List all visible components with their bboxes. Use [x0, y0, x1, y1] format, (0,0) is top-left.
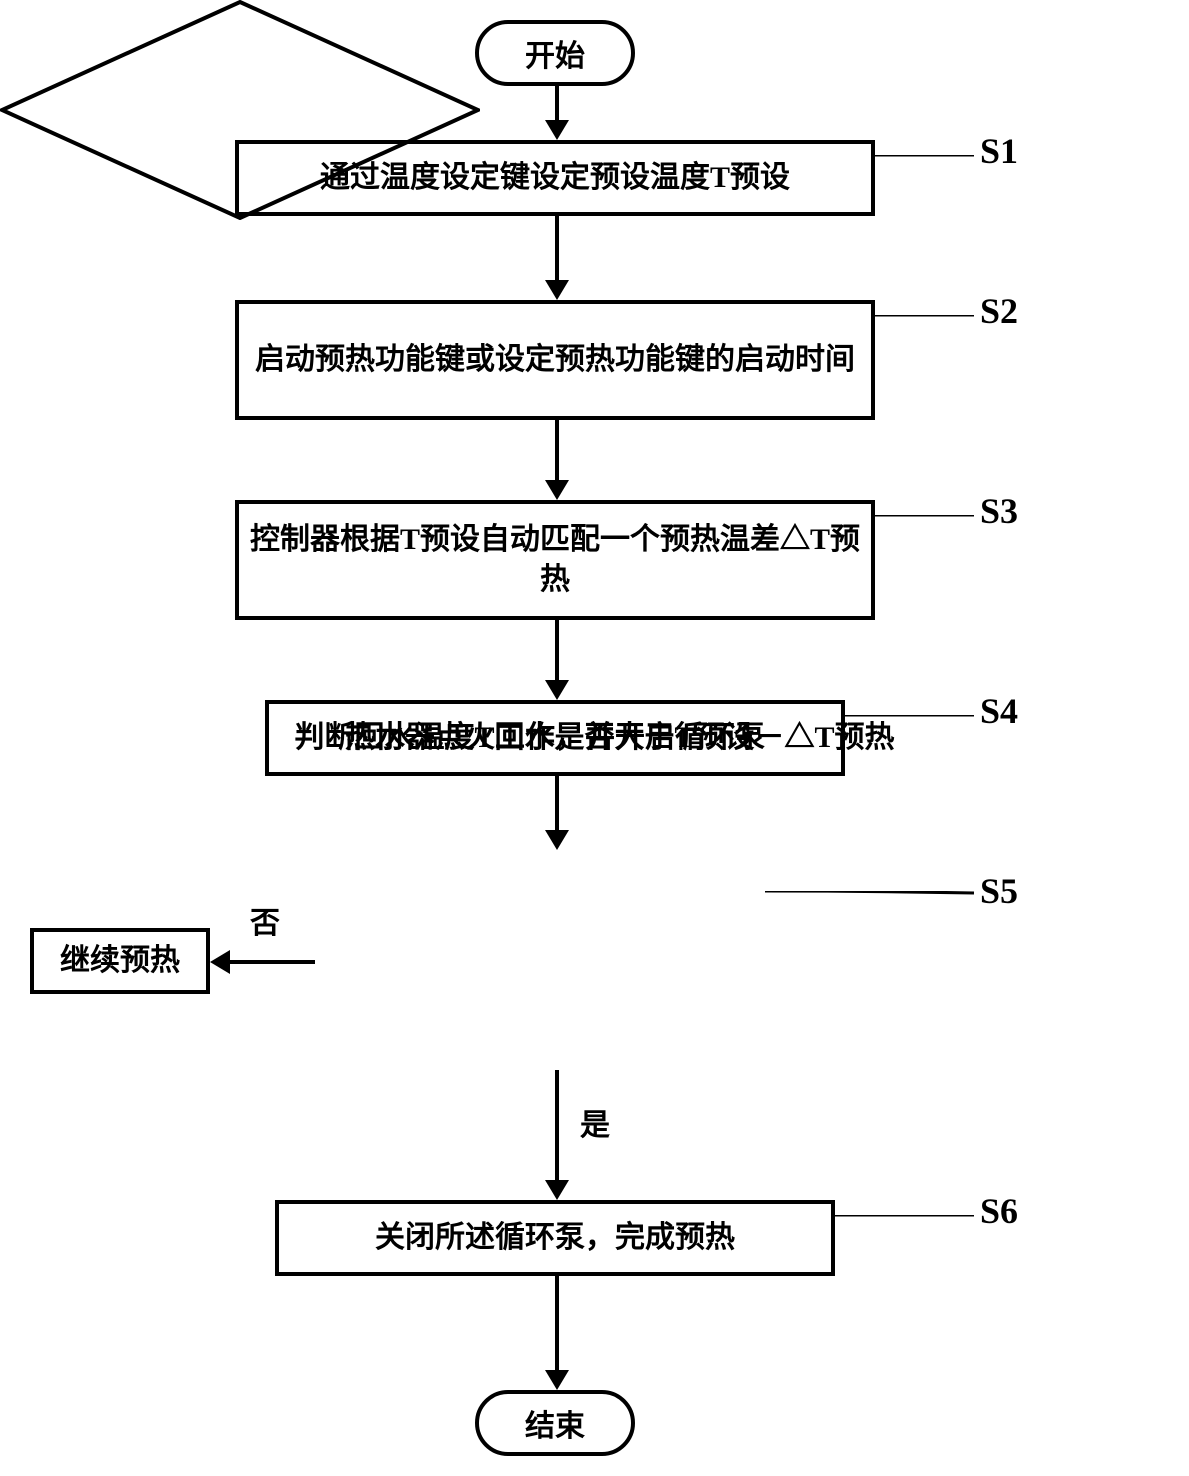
leader-s4 — [845, 712, 984, 722]
arrow-s4-s5-line — [555, 776, 559, 830]
arrow-s5-s6-line — [555, 1070, 559, 1180]
leader-s1 — [875, 152, 984, 162]
arrow-s6-end-line — [555, 1276, 559, 1370]
step-label-s5: S5 — [980, 870, 1018, 912]
arrow-s6-end-head — [545, 1370, 569, 1390]
arrow-s1-s2-head — [545, 280, 569, 300]
decision-s5: 判断回水温度T回水是否大于T预设－△T预热 — [0, 0, 480, 220]
leader-s5 — [765, 890, 984, 902]
flowchart-canvas: 开始结束通过温度设定键设定预设温度T预设启动预热功能键或设定预热功能键的启动时间… — [0, 0, 1189, 1476]
arrow-s3-s4-line — [555, 620, 559, 680]
step-label-s1: S1 — [980, 130, 1018, 172]
arrow-s4-s5-head — [545, 830, 569, 850]
decision-s5-text: 判断回水温度T回水是否大于T预设－△T预热 — [0, 0, 1189, 1476]
step-label-s3: S3 — [980, 490, 1018, 532]
step-label-s2: S2 — [980, 290, 1018, 332]
arrow-start-s1-line — [555, 86, 559, 120]
arrow-start-s1-head — [545, 120, 569, 140]
arrow-s3-s4-head — [545, 680, 569, 700]
arrow-s2-s3-head — [545, 480, 569, 500]
edge-label-yes: 是 — [580, 1100, 610, 1144]
arrow-s1-s2-line — [555, 216, 559, 280]
leader-s3 — [875, 512, 984, 522]
step-label-s6: S6 — [980, 1190, 1018, 1232]
step-label-s4: S4 — [980, 690, 1018, 732]
arrow-s5-no-head — [210, 950, 230, 974]
edge-label-no: 否 — [250, 898, 280, 942]
leader-s2 — [875, 312, 984, 322]
arrow-s5-s6-head — [545, 1180, 569, 1200]
arrow-s5-no-line — [230, 960, 315, 964]
arrow-s2-s3-line — [555, 420, 559, 480]
leader-s6 — [835, 1212, 984, 1222]
